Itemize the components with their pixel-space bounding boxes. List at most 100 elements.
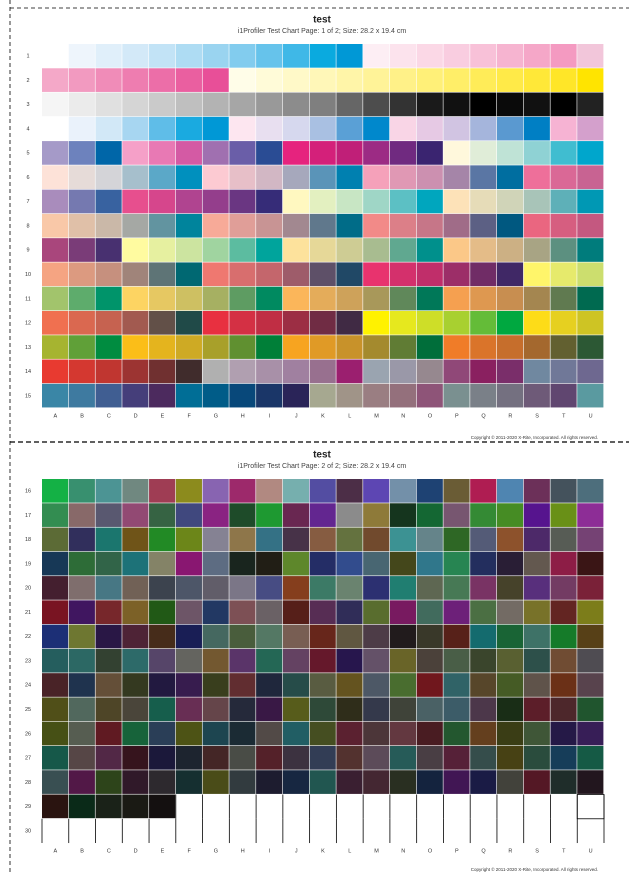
color-patch <box>256 262 283 287</box>
color-patch <box>336 576 363 600</box>
page-title: test <box>313 450 331 461</box>
color-patch <box>282 576 310 600</box>
row-label: 8 <box>26 223 29 229</box>
column-label: M <box>374 849 379 855</box>
color-patch <box>389 213 417 238</box>
color-patch <box>256 213 283 238</box>
color-patch <box>389 551 417 576</box>
color-patch <box>470 310 497 335</box>
color-patch <box>282 44 310 68</box>
color-patch <box>496 383 524 408</box>
color-patch <box>416 648 443 673</box>
color-patch <box>336 770 363 794</box>
color-patch <box>149 359 176 384</box>
color-patch <box>336 165 363 190</box>
color-patch <box>443 92 470 117</box>
color-patch <box>256 770 283 794</box>
color-patch <box>175 335 202 359</box>
color-patch <box>256 576 283 600</box>
color-patch <box>68 310 95 335</box>
color-patch <box>229 262 256 287</box>
color-patch <box>95 335 122 359</box>
color-patch <box>68 551 95 576</box>
column-label: G <box>214 849 218 855</box>
color-patch <box>309 165 336 190</box>
color-patch <box>229 213 256 238</box>
color-patch <box>496 527 524 552</box>
color-patch <box>309 189 336 214</box>
color-patch <box>68 68 95 92</box>
color-patch <box>550 697 577 722</box>
color-patch <box>496 721 524 746</box>
color-patch <box>336 310 363 335</box>
color-patch <box>175 673 202 697</box>
color-patch <box>256 624 283 649</box>
color-patch <box>550 335 577 359</box>
color-patch <box>202 527 229 552</box>
color-patch <box>42 116 69 141</box>
row-label: 25 <box>25 707 31 713</box>
color-patch <box>68 770 95 794</box>
color-patch <box>282 262 310 287</box>
color-patch <box>523 770 550 794</box>
color-patch <box>229 165 256 190</box>
color-patch <box>389 648 417 673</box>
color-patch <box>577 648 604 673</box>
color-patch <box>416 673 443 697</box>
color-patch <box>42 600 69 625</box>
color-patch <box>336 68 363 92</box>
color-patch <box>122 503 149 527</box>
color-patch <box>229 359 256 384</box>
color-patch <box>68 359 95 384</box>
color-patch <box>122 92 149 117</box>
color-patch <box>229 527 256 552</box>
color-patch <box>336 141 363 165</box>
row-label: 13 <box>25 345 31 351</box>
color-patch <box>389 92 417 117</box>
color-patch <box>550 551 577 576</box>
color-patch <box>95 576 122 600</box>
color-patch <box>149 503 176 527</box>
column-label: U <box>589 849 593 855</box>
color-patch <box>202 576 229 600</box>
color-patch <box>416 770 443 794</box>
color-patch <box>282 527 310 552</box>
row-label: 18 <box>25 537 31 543</box>
color-patch <box>496 238 524 262</box>
color-patch <box>68 286 95 311</box>
color-patch <box>496 503 524 527</box>
color-patch <box>229 116 256 141</box>
color-patch <box>523 213 550 238</box>
color-patch <box>309 262 336 287</box>
color-patch <box>68 503 95 527</box>
color-patch <box>68 745 95 770</box>
color-patch <box>42 213 69 238</box>
color-patch <box>470 359 497 384</box>
row-label: 15 <box>25 393 31 399</box>
color-patch <box>95 310 122 335</box>
color-patch <box>309 745 336 770</box>
color-patch <box>443 673 470 697</box>
color-patch <box>175 68 202 92</box>
column-label: T <box>562 849 566 855</box>
color-patch <box>496 68 524 92</box>
color-patch <box>523 286 550 311</box>
color-patch <box>42 92 69 117</box>
color-patch <box>282 238 310 262</box>
color-patch <box>202 92 229 117</box>
color-patch <box>416 238 443 262</box>
color-patch <box>256 141 283 165</box>
color-patch <box>42 286 69 311</box>
color-patch <box>95 141 122 165</box>
color-patch <box>95 262 122 287</box>
color-patch <box>470 68 497 92</box>
color-patch <box>42 479 69 503</box>
color-patch <box>175 648 202 673</box>
color-patch <box>68 624 95 649</box>
color-patch <box>202 213 229 238</box>
color-patch <box>68 262 95 287</box>
color-patch <box>175 527 202 552</box>
color-patch <box>389 68 417 92</box>
color-patch <box>523 238 550 262</box>
copyright: Copyright © 2011-2020 X-Rite, Incorporat… <box>471 866 598 872</box>
